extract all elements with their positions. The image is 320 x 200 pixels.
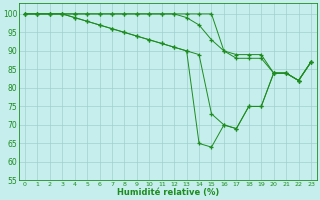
X-axis label: Humidité relative (%): Humidité relative (%) [117,188,219,197]
